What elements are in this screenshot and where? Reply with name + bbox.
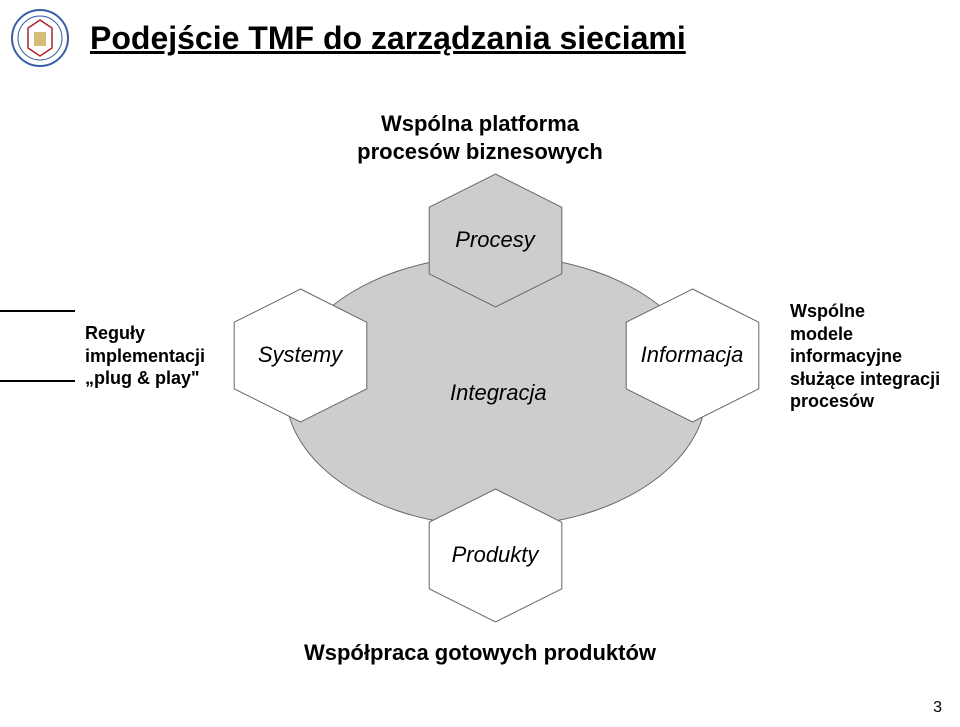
- left-caption-line1: Reguły implementacji: [85, 323, 205, 366]
- integration-label: Integracja: [450, 380, 547, 406]
- top-caption-line1: Wspólna platforma: [381, 111, 579, 136]
- top-caption: Wspólna platforma procesów biznesowych: [0, 110, 960, 165]
- hex-systemy: Systemy: [223, 288, 378, 423]
- hex-produkty-label: Produkty: [452, 542, 539, 568]
- hex-produkty: Produkty: [418, 488, 573, 623]
- hex-procesy: Procesy: [418, 173, 573, 308]
- bottom-caption: Współpraca gotowych produktów: [0, 640, 960, 666]
- page-number: 3: [933, 699, 942, 717]
- right-caption-line2: modele: [790, 324, 853, 344]
- right-caption-line4: służące integracji: [790, 369, 940, 389]
- university-logo: [10, 8, 70, 68]
- page-root: Podejście TMF do zarządzania sieciami Ws…: [0, 0, 960, 727]
- slide-title: Podejście TMF do zarządzania sieciami: [90, 20, 686, 57]
- right-caption-line5: procesów: [790, 391, 874, 411]
- top-caption-line2: procesów biznesowych: [357, 139, 603, 164]
- right-caption: Wspólne modele informacyjne służące inte…: [790, 300, 950, 413]
- left-rule-2: [0, 380, 75, 382]
- hex-systemy-label: Systemy: [258, 342, 342, 368]
- right-caption-line1: Wspólne: [790, 301, 865, 321]
- left-caption-line2: „plug & play": [85, 368, 200, 388]
- right-caption-line3: informacyjne: [790, 346, 902, 366]
- left-rule-1: [0, 310, 75, 312]
- hex-informacja-label: Informacja: [641, 342, 744, 368]
- hex-informacja: Informacja: [615, 288, 770, 423]
- hex-procesy-label: Procesy: [455, 227, 534, 253]
